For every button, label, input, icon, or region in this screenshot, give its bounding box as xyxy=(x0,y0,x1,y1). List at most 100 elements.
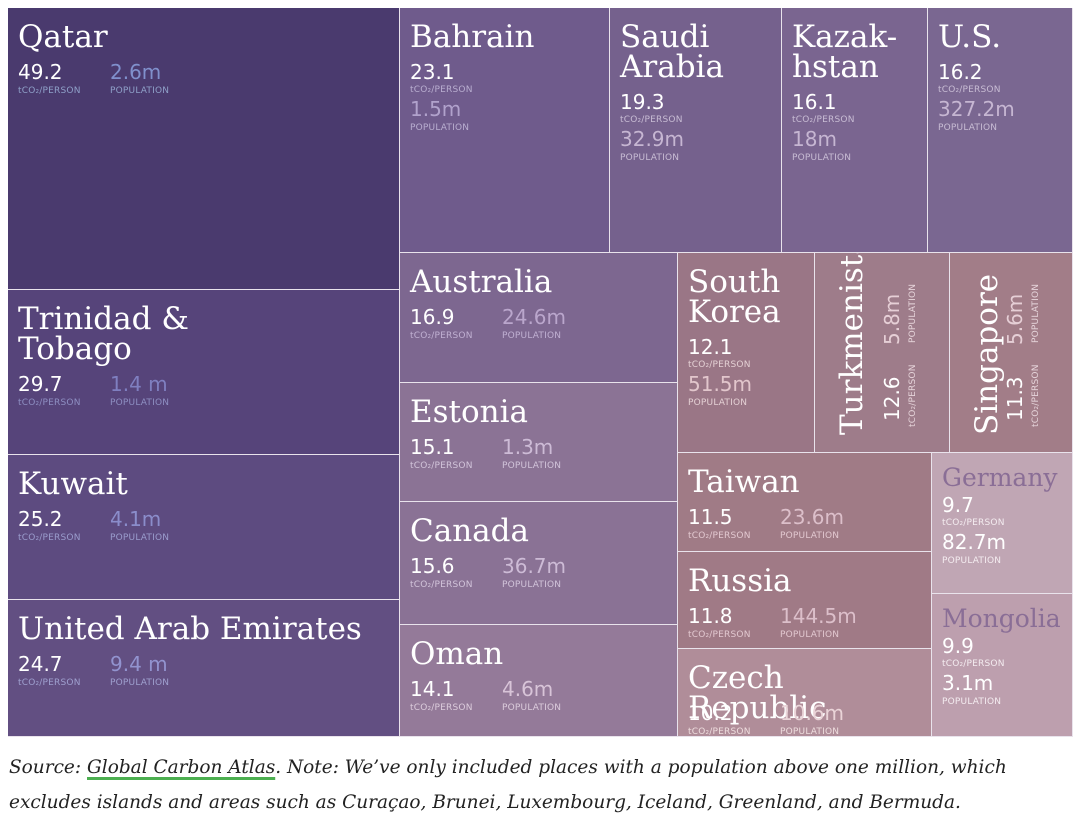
tile-value: 9.7 xyxy=(942,493,974,517)
tile-canada: Canada 15.6 tCO₂/PERSON 36.7m POPULATION xyxy=(400,502,678,625)
tile-name: United Arab Emirates xyxy=(18,611,362,647)
tile-value: 16.1 xyxy=(792,90,837,114)
tile-population: 4.1m xyxy=(110,507,162,531)
tile-value-unit: tCO₂/PERSON xyxy=(938,85,1001,95)
tile-name: U.S. xyxy=(938,19,1002,55)
tile-value-unit: tCO₂/PERSON xyxy=(410,703,473,713)
tile-saudi-arabia: Saudi Arabia 19.3 tCO₂/PERSON 32.9m POPULATI… xyxy=(610,8,782,253)
tile-name: Canada xyxy=(410,513,529,549)
tile-name: Saudi Arabia xyxy=(620,19,724,85)
tile-value: 15.1 xyxy=(410,435,455,459)
tile-value: 11.8 xyxy=(688,604,733,628)
tile-population-unit: POPULATION xyxy=(620,153,680,163)
tile-value: 12.1 xyxy=(688,335,733,359)
tile-population: 10.6m xyxy=(780,701,845,725)
tile-value: 23.1 xyxy=(410,60,455,84)
tile-singapore: Singapore 11.3 tCO₂/PERSON 5.6m POPULATION xyxy=(950,253,1073,453)
caption-note: . Note: We’ve only included places with … xyxy=(9,757,1007,813)
tile-value-unit: tCO₂/PERSON xyxy=(18,678,81,688)
tile-australia: Australia 16.9 tCO₂/PERSON 24.6m POPULATION xyxy=(400,253,678,383)
tile-value: 24.7 xyxy=(18,652,63,676)
tile-population-unit: POPULATION xyxy=(688,398,748,408)
tile-population: 3.1m xyxy=(942,671,994,695)
tile-population-unit: POPULATION xyxy=(110,678,170,688)
global-carbon-atlas-link[interactable]: Global Carbon Atlas xyxy=(87,757,276,778)
tile-value: 25.2 xyxy=(18,507,63,531)
tile-value: 12.6 xyxy=(880,376,904,421)
tile-population-unit: POPULATION xyxy=(942,556,1002,566)
tile-name: Germany xyxy=(942,463,1058,492)
tile-trinidad-tobago: Trinidad & Tobago 29.7 tCO₂/PERSON 1.4 m POP… xyxy=(8,290,400,455)
tile-name: Oman xyxy=(410,636,504,672)
tile-value-unit: tCO₂/PERSON xyxy=(410,331,473,341)
tile-population: 24.6m xyxy=(502,305,567,329)
tile-population: 5.6m xyxy=(1003,293,1027,345)
tile-value: 10.2 xyxy=(688,701,733,725)
tile-value-unit: tCO₂/PERSON xyxy=(942,518,1005,528)
tile-population: 9.4 m xyxy=(110,652,168,676)
tile-kazak-hstan: Kazak- hstan 16.1 tCO₂/PERSON 18m POPULATION xyxy=(782,8,928,253)
tile-population: 1.3m xyxy=(502,435,554,459)
tile-value: 49.2 xyxy=(18,60,63,84)
tile-name: Taiwan xyxy=(688,464,800,500)
tile-population-unit: POPULATION xyxy=(502,580,562,590)
tile-kuwait: Kuwait 25.2 tCO₂/PERSON 4.1m POPULATION xyxy=(8,455,400,600)
tile-value: 11.3 xyxy=(1003,376,1027,421)
tile-taiwan: Taiwan 11.5 tCO₂/PERSON 23.6m POPULATION xyxy=(678,453,932,552)
tile-population-unit: POPULATION xyxy=(110,533,170,543)
tile-value-unit: tCO₂/PERSON xyxy=(18,86,81,96)
tile-estonia: Estonia 15.1 tCO₂/PERSON 1.3m POPULATION xyxy=(400,383,678,502)
tile-name: South Korea xyxy=(688,264,781,330)
treemap-chart: Qatar 49.2 tCO₂/PERSON 2.6m POPULATION Bahrai… xyxy=(8,8,1073,737)
tile-turkmenistan: Turkmenistan 12.6 tCO₂/PERSON 5.8m POPULATIO… xyxy=(815,253,950,453)
tile-population-unit: POPULATION xyxy=(502,331,562,341)
tile-population: 5.8m xyxy=(880,293,904,345)
tile-united-arab-emirates: United Arab Emirates 24.7 tCO₂/PERSON 9.4 m… xyxy=(8,600,400,737)
tile-name: Kazak- hstan xyxy=(792,19,898,85)
tile-value-unit: tCO₂/PERSON xyxy=(688,727,751,737)
tile-population-unit: POPULATION xyxy=(110,398,170,408)
tile-name: Qatar xyxy=(18,19,108,55)
tile-name: Russia xyxy=(688,563,792,599)
tile-population: 82.7m xyxy=(942,530,1007,554)
tile-name: Trinidad & Tobago xyxy=(18,301,189,367)
tile-population-unit: POPULATION xyxy=(942,697,1002,707)
source-caption: Source: Global Carbon Atlas. Note: We’ve… xyxy=(9,750,1069,820)
tile-value: 15.6 xyxy=(410,554,455,578)
tile-population: 32.9m xyxy=(620,127,685,151)
tile-value-unit: tCO₂/PERSON xyxy=(18,398,81,408)
tile-population-unit: POPULATION xyxy=(792,153,852,163)
tile-population-unit: POPULATION xyxy=(780,531,840,541)
tile-value-unit: tCO₂/PERSON xyxy=(1031,364,1041,427)
tile-u-s: U.S. 16.2 tCO₂/PERSON 327.2m POPULATION xyxy=(928,8,1073,253)
tile-oman: Oman 14.1 tCO₂/PERSON 4.6m POPULATION xyxy=(400,625,678,737)
tile-value: 16.2 xyxy=(938,60,983,84)
tile-russia: Russia 11.8 tCO₂/PERSON 144.5m POPULATION xyxy=(678,552,932,649)
tile-value: 16.9 xyxy=(410,305,455,329)
tile-name: Turkmenistan xyxy=(834,253,870,435)
tile-population: 18m xyxy=(792,127,837,151)
tile-population: 144.5m xyxy=(780,604,857,628)
tile-value: 19.3 xyxy=(620,90,665,114)
tile-value-unit: tCO₂/PERSON xyxy=(688,360,751,370)
tile-population-unit: POPULATION xyxy=(502,461,562,471)
tile-population-unit: POPULATION xyxy=(908,283,918,343)
tile-bahrain: Bahrain 23.1 tCO₂/PERSON 1.5m POPULATION xyxy=(400,8,610,253)
tile-population-unit: POPULATION xyxy=(938,123,998,133)
tile-value-unit: tCO₂/PERSON xyxy=(410,580,473,590)
tile-population: 1.4 m xyxy=(110,372,168,396)
tile-name: Czech Republic xyxy=(688,660,827,726)
tile-population: 4.6m xyxy=(502,677,554,701)
tile-value-unit: tCO₂/PERSON xyxy=(18,533,81,543)
tile-value-unit: tCO₂/PERSON xyxy=(410,85,473,95)
tile-name: Kuwait xyxy=(18,466,128,502)
tile-name: Singapore xyxy=(969,273,1005,435)
tile-population-unit: POPULATION xyxy=(780,630,840,640)
tile-population-unit: POPULATION xyxy=(502,703,562,713)
tile-population: 51.5m xyxy=(688,372,753,396)
tile-population: 327.2m xyxy=(938,97,1015,121)
tile-population: 1.5m xyxy=(410,97,462,121)
tile-population-unit: POPULATION xyxy=(410,123,470,133)
tile-value-unit: tCO₂/PERSON xyxy=(620,115,683,125)
tile-value-unit: tCO₂/PERSON xyxy=(792,115,855,125)
